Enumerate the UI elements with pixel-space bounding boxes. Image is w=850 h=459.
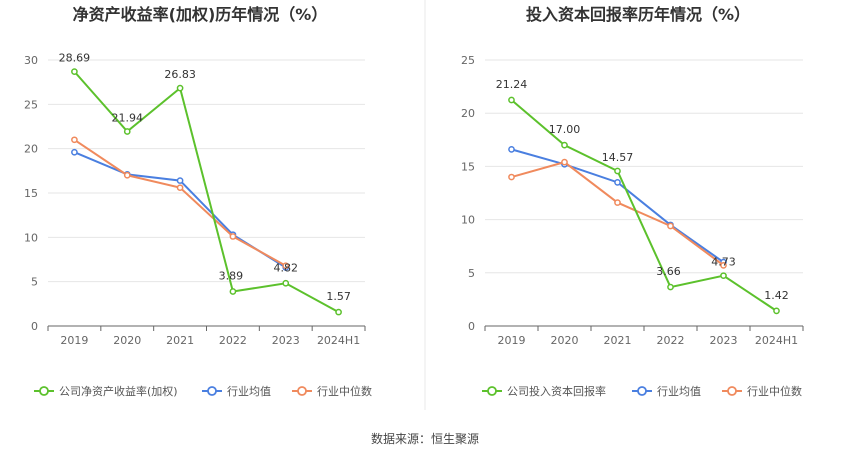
roic-series-average-point <box>614 179 621 186</box>
roic-chart: 投入资本回报率历年情况（%） 0 5 10 15 20 25 2019 2020 2021 202… <box>461 5 804 398</box>
roic-legend-item-average: 行业均值 <box>632 385 701 398</box>
roic-series-median-point <box>508 173 515 181</box>
roe-series-median-point <box>229 233 237 240</box>
roe-y-tick-label: 30 <box>24 54 38 67</box>
roe-legend-label: 行业均值 <box>227 385 271 398</box>
roe-y-tick-label: 20 <box>24 143 38 156</box>
roe-series-company-point <box>123 128 131 135</box>
roe-series-average-line <box>74 151 287 269</box>
roe-chart-title: 净资产收益率(加权)历年情况（%） <box>73 5 328 24</box>
roe-x-tick-label: 2023 <box>272 334 300 347</box>
roic-series-median-line <box>511 161 725 267</box>
roic-series-company-point <box>614 167 621 175</box>
roe-series-average-point <box>71 148 78 156</box>
roe-series-average-point <box>176 177 184 184</box>
roic-data-label: 1.42 <box>764 289 789 302</box>
roic-chart-title: 投入资本回报率历年情况（%） <box>526 5 750 24</box>
roic-legend-swatch-marker <box>637 386 647 396</box>
roic-legend-item-median: 行业中位数 <box>722 384 802 398</box>
roe-series-company-point <box>71 68 78 75</box>
roe-x-tick-label: 2019 <box>60 334 88 347</box>
roic-legend-label: 行业均值 <box>657 385 701 398</box>
roic-series-company-point <box>561 141 568 149</box>
roic-y-tick-label: 0 <box>468 320 475 333</box>
roic-legend-label: 公司投入资本回报率 <box>507 384 606 398</box>
roic-series-average-point <box>508 146 515 153</box>
roic-series-company-point <box>667 283 674 291</box>
roe-series-company-point <box>176 84 184 92</box>
roe-series-median-point <box>176 184 184 192</box>
roe-series-company-line <box>73 70 340 313</box>
roe-x-tick-label: 2020 <box>113 334 141 347</box>
roic-series-company-point <box>773 307 780 315</box>
roe-data-label: 28.69 <box>59 52 91 65</box>
roe-legend-label: 公司净资产收益率(加权) <box>59 384 178 398</box>
roe-data-label: 4.82 <box>274 261 299 274</box>
roe-legend-label: 行业中位数 <box>317 384 372 398</box>
roe-series-company-point <box>282 279 290 287</box>
roe-x-tick-label: 2024H1 <box>317 334 360 347</box>
roic-x-tick-label: 2022 <box>657 334 685 347</box>
roe-x-tick-label: 2022 <box>219 334 247 347</box>
roe-legend-swatch-marker <box>297 386 307 396</box>
roe-series-median-point <box>123 171 131 179</box>
roic-x-tick-label: 2023 <box>710 334 738 347</box>
roe-data-label: 21.94 <box>112 111 144 124</box>
roic-x-tick-label: 2019 <box>498 334 526 347</box>
roic-legend-label: 行业中位数 <box>747 384 802 398</box>
roe-legend-item-average: 行业均值 <box>202 385 271 398</box>
roic-legend-swatch-marker <box>727 386 737 396</box>
roe-data-label: 3.89 <box>219 270 244 283</box>
data-source-label: 数据来源：恒生聚源 <box>371 431 479 446</box>
roic-series-company-point <box>720 272 727 280</box>
roe-data-label: 1.57 <box>326 290 351 303</box>
roe-y-tick-label: 0 <box>31 320 38 333</box>
roe-series-company-point <box>229 288 237 295</box>
roe-y-tick-label: 5 <box>31 276 38 289</box>
roic-series-median-point <box>614 199 621 206</box>
roic-x-tick-label: 2020 <box>551 334 579 347</box>
roic-series-company-point <box>508 96 515 104</box>
roic-y-tick-label: 25 <box>461 54 475 67</box>
roic-x-tick-label: 2021 <box>604 334 632 347</box>
roe-legend-item-median: 行业中位数 <box>292 384 372 398</box>
roe-legend-swatch-marker <box>39 386 49 396</box>
roic-y-tick-label: 15 <box>461 160 475 173</box>
roe-series-median-point <box>71 136 78 144</box>
roic-legend-item-company: 公司投入资本回报率 <box>482 384 606 398</box>
roic-y-tick-label: 10 <box>461 214 475 227</box>
roe-x-tick-label: 2021 <box>166 334 194 347</box>
roe-data-label: 26.83 <box>164 68 196 81</box>
roe-legend-swatch-marker <box>207 386 217 396</box>
roic-data-label: 4.73 <box>711 256 736 269</box>
roic-series-median-point <box>720 262 727 269</box>
roe-y-tick-label: 10 <box>24 231 38 244</box>
roic-x-tick-label: 2024H1 <box>755 334 798 347</box>
roic-data-label: 3.66 <box>656 265 681 278</box>
roic-series-median-point <box>561 158 568 166</box>
roic-data-label: 14.57 <box>602 151 634 164</box>
roic-y-tick-label: 20 <box>461 107 475 120</box>
roic-data-label: 17.00 <box>549 123 581 136</box>
roe-y-tick-label: 15 <box>24 187 38 200</box>
roe-series-median-point <box>282 262 290 270</box>
roic-series-company-line <box>510 99 778 312</box>
roic-y-tick-label: 5 <box>468 267 475 280</box>
roe-series-company-point <box>335 308 342 316</box>
roe-y-tick-label: 25 <box>24 98 38 111</box>
roe-chart: 净资产收益率(加权)历年情况（%） 0 5 10 15 20 25 30 2019 2020 20… <box>24 5 372 398</box>
roic-legend-swatch-marker <box>487 386 497 396</box>
roic-series-median-point <box>667 222 674 230</box>
roic-data-label: 21.24 <box>496 78 528 91</box>
roe-legend-item-company: 公司净资产收益率(加权) <box>34 384 178 398</box>
